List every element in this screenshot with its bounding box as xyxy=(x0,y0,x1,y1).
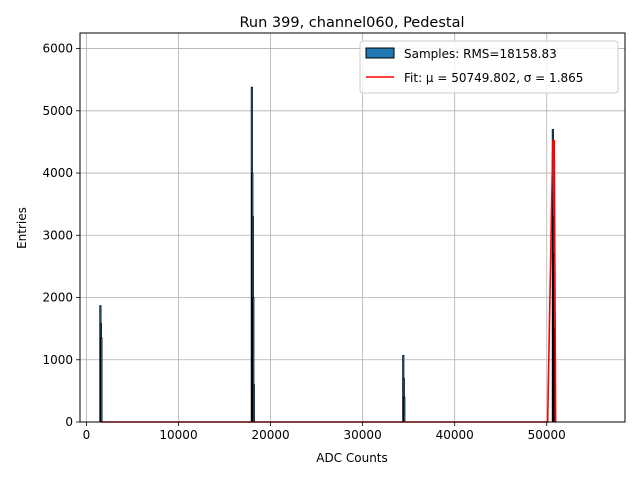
y-tick-label: 4000 xyxy=(42,166,73,180)
legend-box xyxy=(359,40,619,94)
fit-curve xyxy=(100,139,557,423)
x-tick-label: 10000 xyxy=(159,428,197,442)
x-tick-label: 0 xyxy=(83,428,91,442)
y-tick-label: 5000 xyxy=(42,104,73,118)
x-tick-label: 40000 xyxy=(436,428,474,442)
y-tick-label: 0 xyxy=(65,415,73,429)
x-axis-label: ADC Counts xyxy=(316,451,388,465)
histogram-bar xyxy=(403,396,406,423)
fit-line xyxy=(100,139,557,423)
y-tick-label: 1000 xyxy=(42,353,73,367)
chart-title: Run 399, channel060, Pedestal xyxy=(239,15,464,31)
y-axis-ticks: 0 1000 2000 3000 4000 5000 6000 xyxy=(42,42,80,429)
x-tick-label: 30000 xyxy=(344,428,382,442)
x-tick-label: 50000 xyxy=(528,428,566,442)
plot-frame xyxy=(79,32,626,423)
x-tick-label: 20000 xyxy=(251,428,289,442)
y-tick-label: 3000 xyxy=(42,228,73,242)
x-axis-ticks: 0 10000 20000 30000 40000 50000 xyxy=(83,422,566,442)
legend-swatch-samples xyxy=(365,47,395,59)
y-tick-label: 6000 xyxy=(42,42,73,56)
histogram-bar xyxy=(100,337,103,423)
y-tick-label: 2000 xyxy=(42,291,73,305)
legend-label-fit: Fit: μ = 50749.802, σ = 1.865 xyxy=(404,71,583,85)
histogram-bars xyxy=(99,86,556,423)
y-axis-label: Entries xyxy=(15,207,29,249)
legend-label-samples: Samples: RMS=18158.83 xyxy=(404,47,557,61)
legend: Samples: RMS=18158.83 Fit: μ = 50749.802… xyxy=(359,40,619,94)
histogram-bar xyxy=(252,384,255,423)
